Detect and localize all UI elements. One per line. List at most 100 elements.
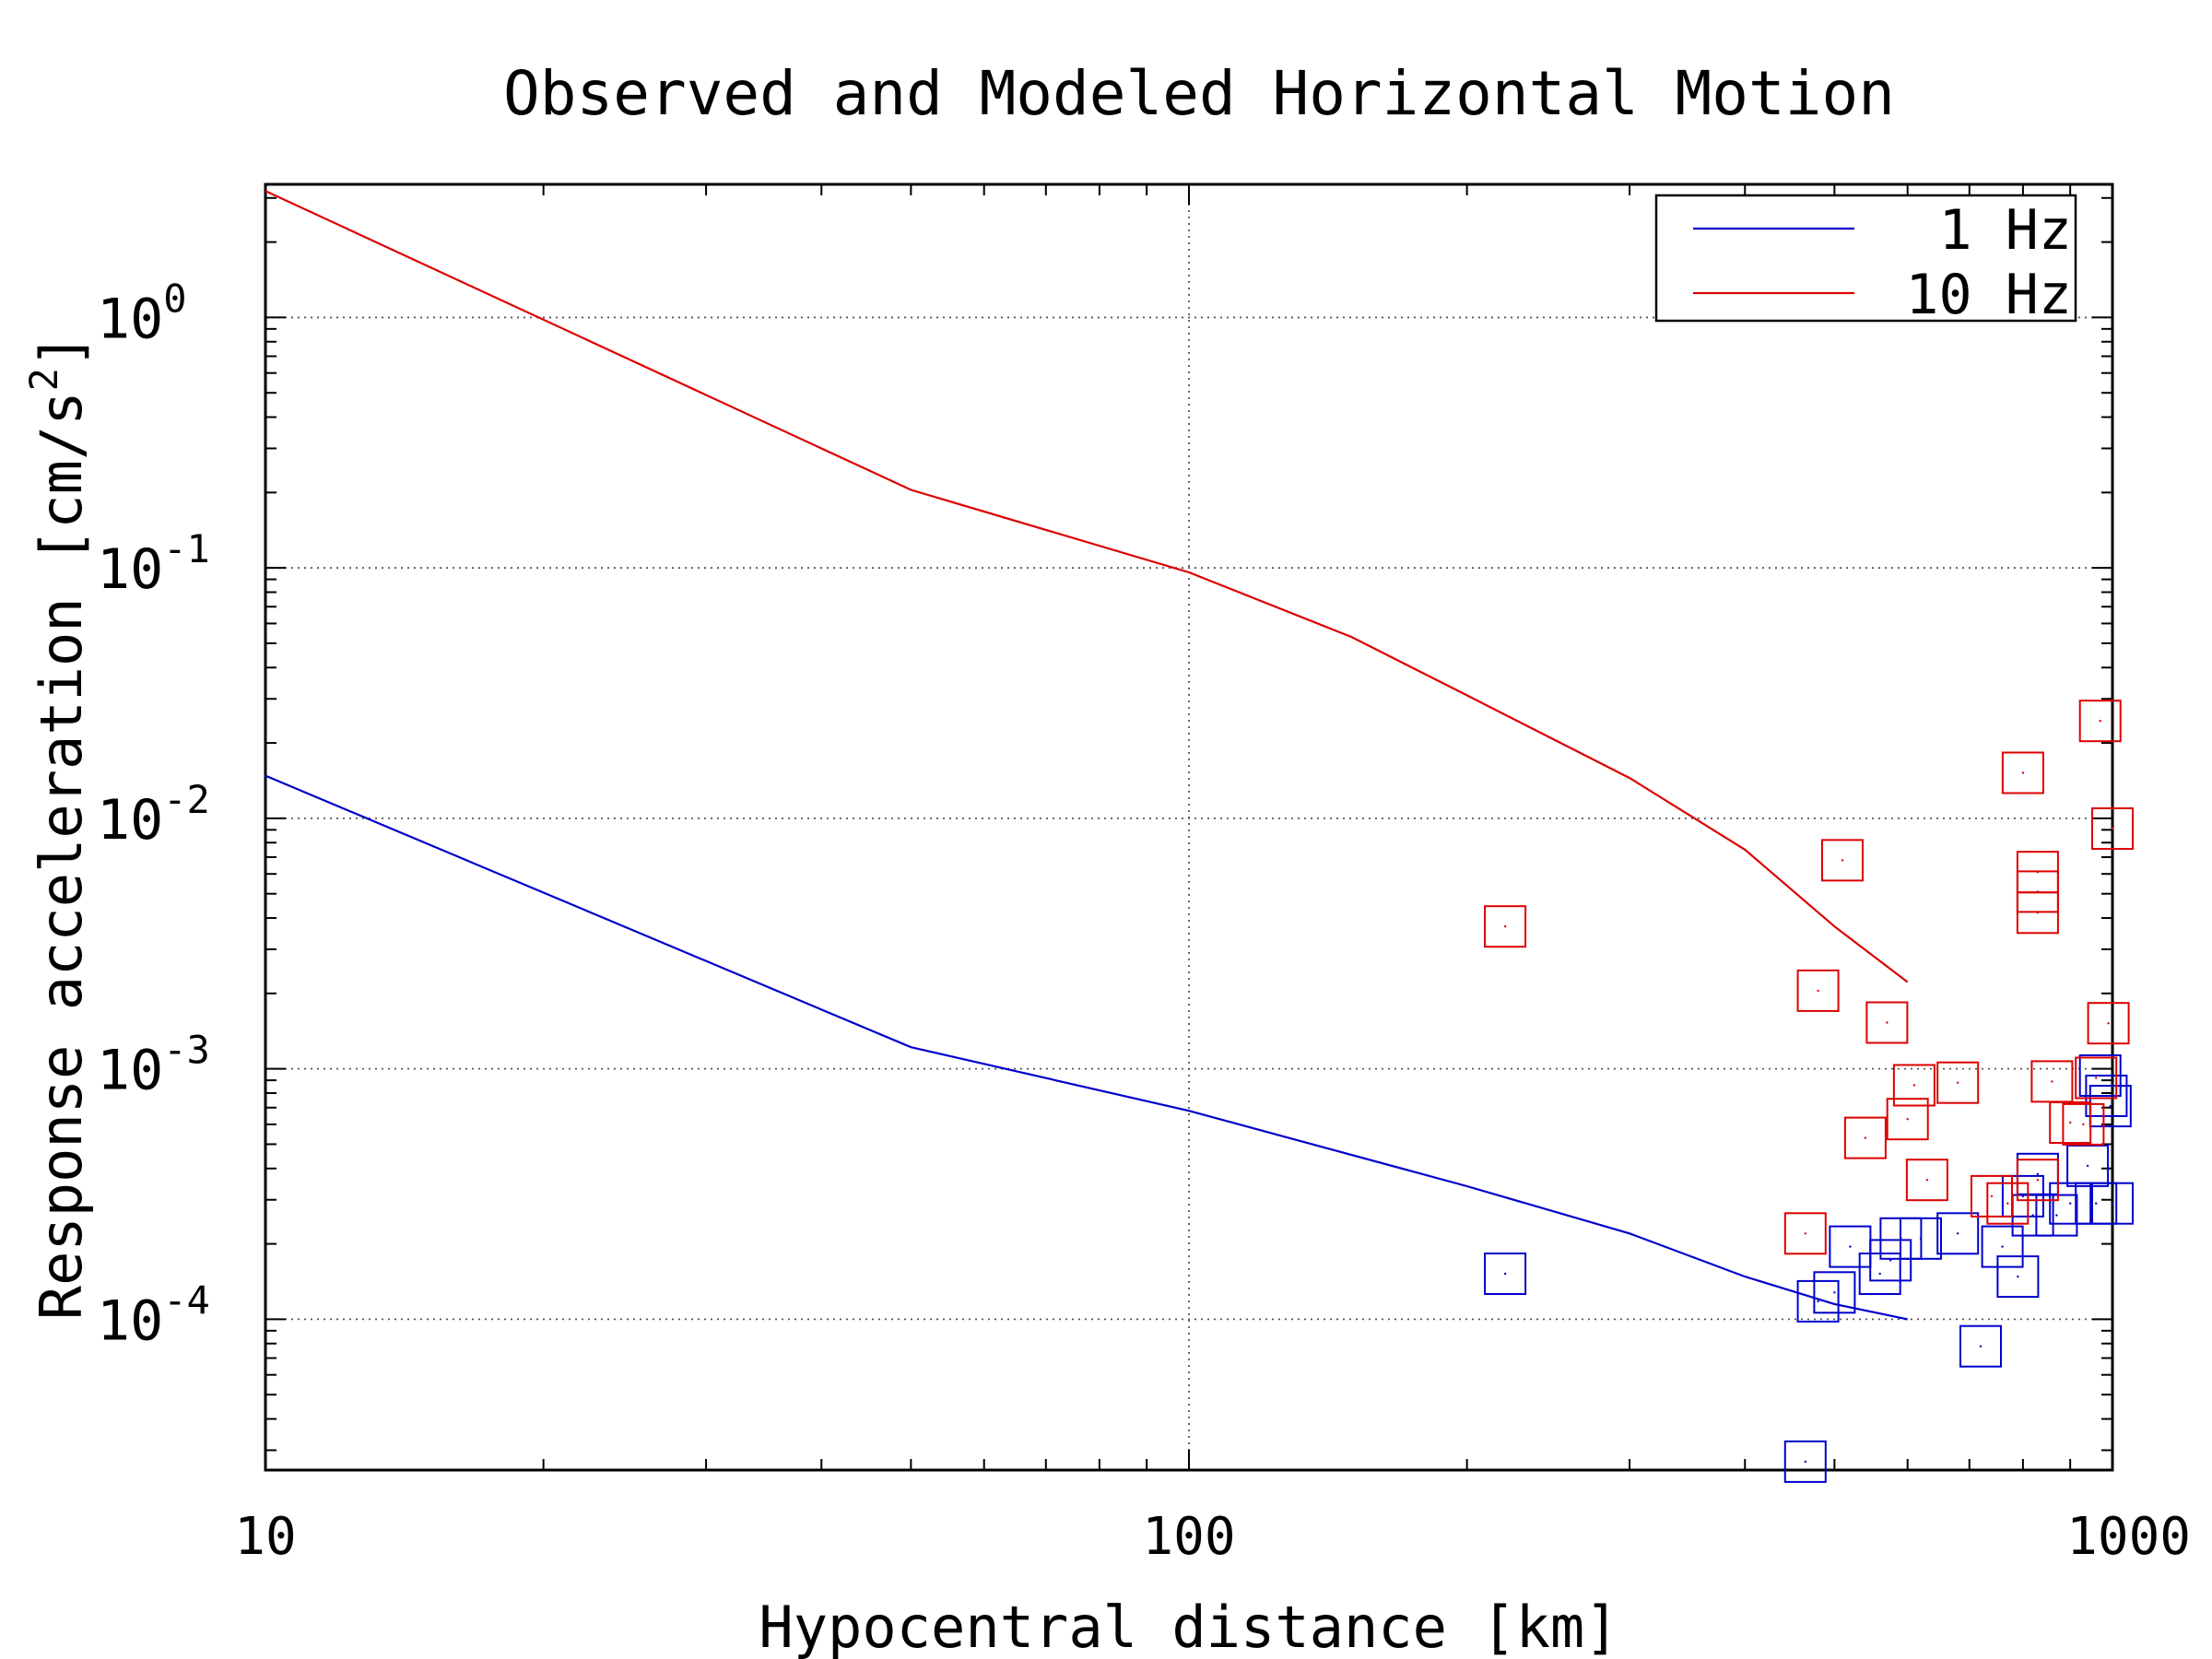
model-line-10hz [265,190,1909,983]
observed-point-center [1912,1084,1916,1087]
observed-point-center [2021,771,2025,774]
x-tick-labels: 10 100 1000 [234,1507,2191,1567]
observed-point-1hz [2001,1174,2044,1218]
y-tick-label-exponent: -3 [163,1028,210,1073]
observed-point-center [1925,1179,1929,1182]
observed-point-center [2036,1172,2040,1176]
observed-point-center [2051,1080,2053,1083]
observed-point-1hz [1783,1440,1827,1483]
observed-point-1hz [1813,1271,1856,1314]
observed-point-center [2069,1202,2072,1205]
observed-point-10hz [2091,807,2134,850]
observed-point-10hz [1892,1064,1936,1107]
y-tick-label-exponent: 0 [163,276,186,321]
observed-point-center [2036,912,2040,914]
observed-point-1hz [1996,1255,2040,1299]
observed-point-10hz [1796,969,1840,1012]
legend-label: 1 Hz [1939,198,2073,263]
y-tick-label-base: 10 [97,287,163,351]
observed-point-center [1957,1081,1959,1084]
observed-point-center [2109,1104,2112,1108]
observed-point-center [1503,1272,1507,1276]
observed-point-center [1833,1291,1836,1294]
observed-point-center [2095,1202,2098,1205]
observed-point-center [2105,1094,2108,1098]
y-axis-label-superscript: 2 [21,368,66,391]
observed-point-10hz [2001,751,2044,794]
observed-point-1hz [2035,1194,2078,1237]
observed-point-center [1841,859,1844,862]
observed-point-center [2099,720,2101,723]
observed-point-center [1886,1021,1888,1024]
observed-point-center [1503,925,1507,928]
minor-ticks [265,184,2112,1470]
observed-point-center [1817,1300,1819,1303]
chart-title: Observed and Modeled Horizontal Motion [503,58,1895,129]
observed-point-center [1804,1460,1807,1464]
observed-point-1hz [1900,1217,1942,1260]
y-tick-label: 10-1 [97,526,210,602]
observed-point-center [2031,1214,2034,1217]
observed-point-10hz [2016,1159,2059,1202]
model-lines [265,190,1909,1321]
observed-point-center [2036,1179,2040,1182]
observed-point-10hz [2016,891,2059,935]
y-tick-label-base: 10 [97,788,163,853]
observed-point-10hz [1936,1061,1980,1104]
y-tick-label-base: 10 [97,537,163,602]
observed-point-10hz [2049,1101,2092,1144]
y-tick-label-exponent: -1 [163,526,210,571]
observed-point-center [1804,1232,1807,1235]
observed-point-1hz [2085,1075,2128,1117]
observed-point-1hz [1484,1253,1527,1295]
observed-point-center [2069,1121,2072,1124]
observed-point-1hz [2049,1182,2092,1225]
x-tick-label: 1000 [2066,1507,2191,1567]
y-tick-label: 10-3 [97,1028,210,1103]
observed-point-center [1817,989,1819,993]
observed-point-center [2107,1022,2110,1025]
observed-point-10hz [1783,1212,1827,1255]
observed-point-10hz [1484,905,1527,948]
observed-point-10hz [1821,839,1864,882]
observed-point-center [1878,1272,1881,1276]
observed-point-center [1990,1194,1994,1198]
observed-point-10hz [2087,1002,2130,1045]
model-line-1hz [265,774,1908,1321]
x-axis-label: Hypocentral distance [km] [759,1594,1618,1659]
observed-point-10hz [2062,1102,2105,1146]
observed-point-10hz [1986,1182,2030,1225]
observed-points [1484,700,2134,1483]
observed-point-center [1849,1245,1852,1248]
x-tick-label: 100 [1142,1507,1235,1567]
x-tick-label: 10 [234,1507,296,1567]
y-axis-label-text: Response acceleration [cm/s [28,391,95,1320]
y-tick-label-base: 10 [97,1039,163,1103]
observed-point-10hz [2075,1056,2118,1100]
y-axis-label-close: ] [28,334,95,368]
grid [265,184,2112,1470]
y-tick-label: 10-2 [97,777,210,853]
observed-point-center [2006,1202,2009,1205]
observed-point-center [2017,1275,2019,1278]
observed-point-10hz [1865,1001,1909,1044]
observed-point-1hz [1981,1225,2024,1268]
y-tick-label: 10-4 [97,1277,210,1353]
observed-point-center [2111,1202,2114,1205]
observed-point-center [2082,1123,2085,1126]
observed-point-1hz [1936,1212,1980,1255]
observed-point-center [2055,1214,2058,1217]
observed-point-center [2095,1077,2098,1079]
observed-point-1hz [2091,1182,2134,1225]
observed-point-center [1864,1136,1867,1139]
y-tick-label: 100 [97,276,187,351]
observed-point-center [2111,827,2114,830]
observed-point-10hz [1905,1159,1948,1202]
y-tick-label-exponent: -4 [163,1277,210,1323]
observed-point-1hz [1796,1279,1840,1323]
observed-point-10hz [1886,1098,1929,1141]
observed-point-center [1906,1118,1909,1121]
